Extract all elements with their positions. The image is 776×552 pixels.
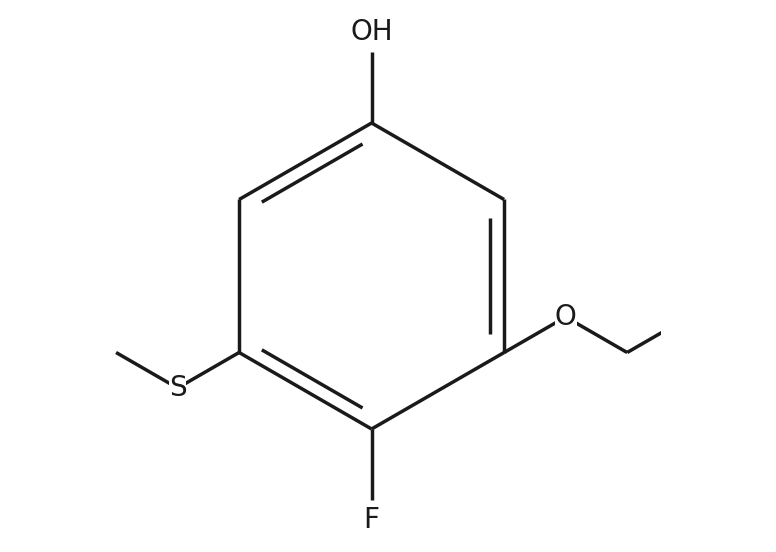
Text: OH: OH <box>350 19 393 46</box>
Text: F: F <box>364 506 379 533</box>
Text: O: O <box>555 303 577 331</box>
Text: S: S <box>168 374 186 402</box>
